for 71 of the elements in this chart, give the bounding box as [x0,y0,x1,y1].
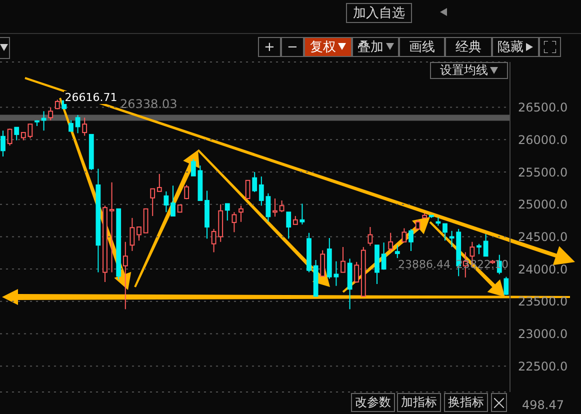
candlestick [109,182,114,273]
text: 加指标 [397,393,441,412]
text: 叠加 [352,37,399,57]
candlestick [402,228,407,242]
candlestick [75,114,80,134]
candlestick [130,217,135,252]
candlestick [143,208,148,234]
annotation: 设置均线 [430,62,508,79]
candlestick [258,176,264,206]
candlestick [354,261,360,284]
candlestick [232,212,237,233]
y-tick-label: 22500.0 [518,359,568,374]
candlestick [190,158,196,176]
candlestick [415,219,420,230]
candlestick [483,234,488,257]
candlestick [334,260,339,286]
candlestick [0,130,6,157]
candlestick [14,126,20,141]
text: 经典 [445,37,492,57]
candlestick [381,242,386,270]
y-tick-label: 24000.0 [518,262,568,276]
candlestick [41,110,46,132]
y-tick-label: 25000.0 [518,198,568,212]
ref-line-label: 26338.03 [120,96,178,111]
text: 498.47 [522,398,564,412]
candlestick [340,246,346,273]
text: 隐藏 [492,37,539,57]
text: 画线 [399,37,445,57]
y-tick-label: 26500.0 [518,100,568,115]
candlestick [224,203,230,222]
candlestick [238,205,244,222]
candlestick [82,117,88,136]
text: 换指标 [444,393,488,412]
candlestick [266,192,271,222]
candlestick [279,200,284,213]
candlestick [170,185,176,216]
candlestick [164,190,169,213]
candlestick [368,226,373,246]
candlestick [504,276,509,296]
text: − [281,37,304,57]
y-tick-label: 24500.0 [518,230,568,244]
candlestick [68,120,74,132]
candlestick [442,223,448,242]
text: 改参数 [351,393,395,412]
y-tick-label: 25500.0 [518,165,568,180]
y-tick-label: 26000.0 [518,132,568,147]
candlestick [150,188,156,216]
candlestick [122,241,128,310]
candlestick [48,106,54,121]
text: + [258,37,281,57]
annotation: 26616.71 [64,90,118,104]
candlestick [388,232,394,252]
text: 加入自选 [346,3,412,23]
y-tick-label: 23500.0 [518,294,568,309]
candlestick [184,184,190,200]
candlestick [394,244,400,259]
y-tick-label: 23000.0 [518,327,568,342]
candlestick [156,173,162,192]
candlestick [286,212,292,240]
candlestick [272,198,278,218]
candlestick [300,203,305,225]
candlestick [476,243,482,255]
candlestick [320,250,326,277]
text: 复权 [304,37,352,57]
candlestick [136,226,142,242]
candlestick [245,180,250,200]
candlestick [252,172,258,193]
candlestick [408,228,414,252]
annotation: 23886.44 [398,258,450,271]
candlestick [28,124,33,139]
candlestick [7,128,12,146]
